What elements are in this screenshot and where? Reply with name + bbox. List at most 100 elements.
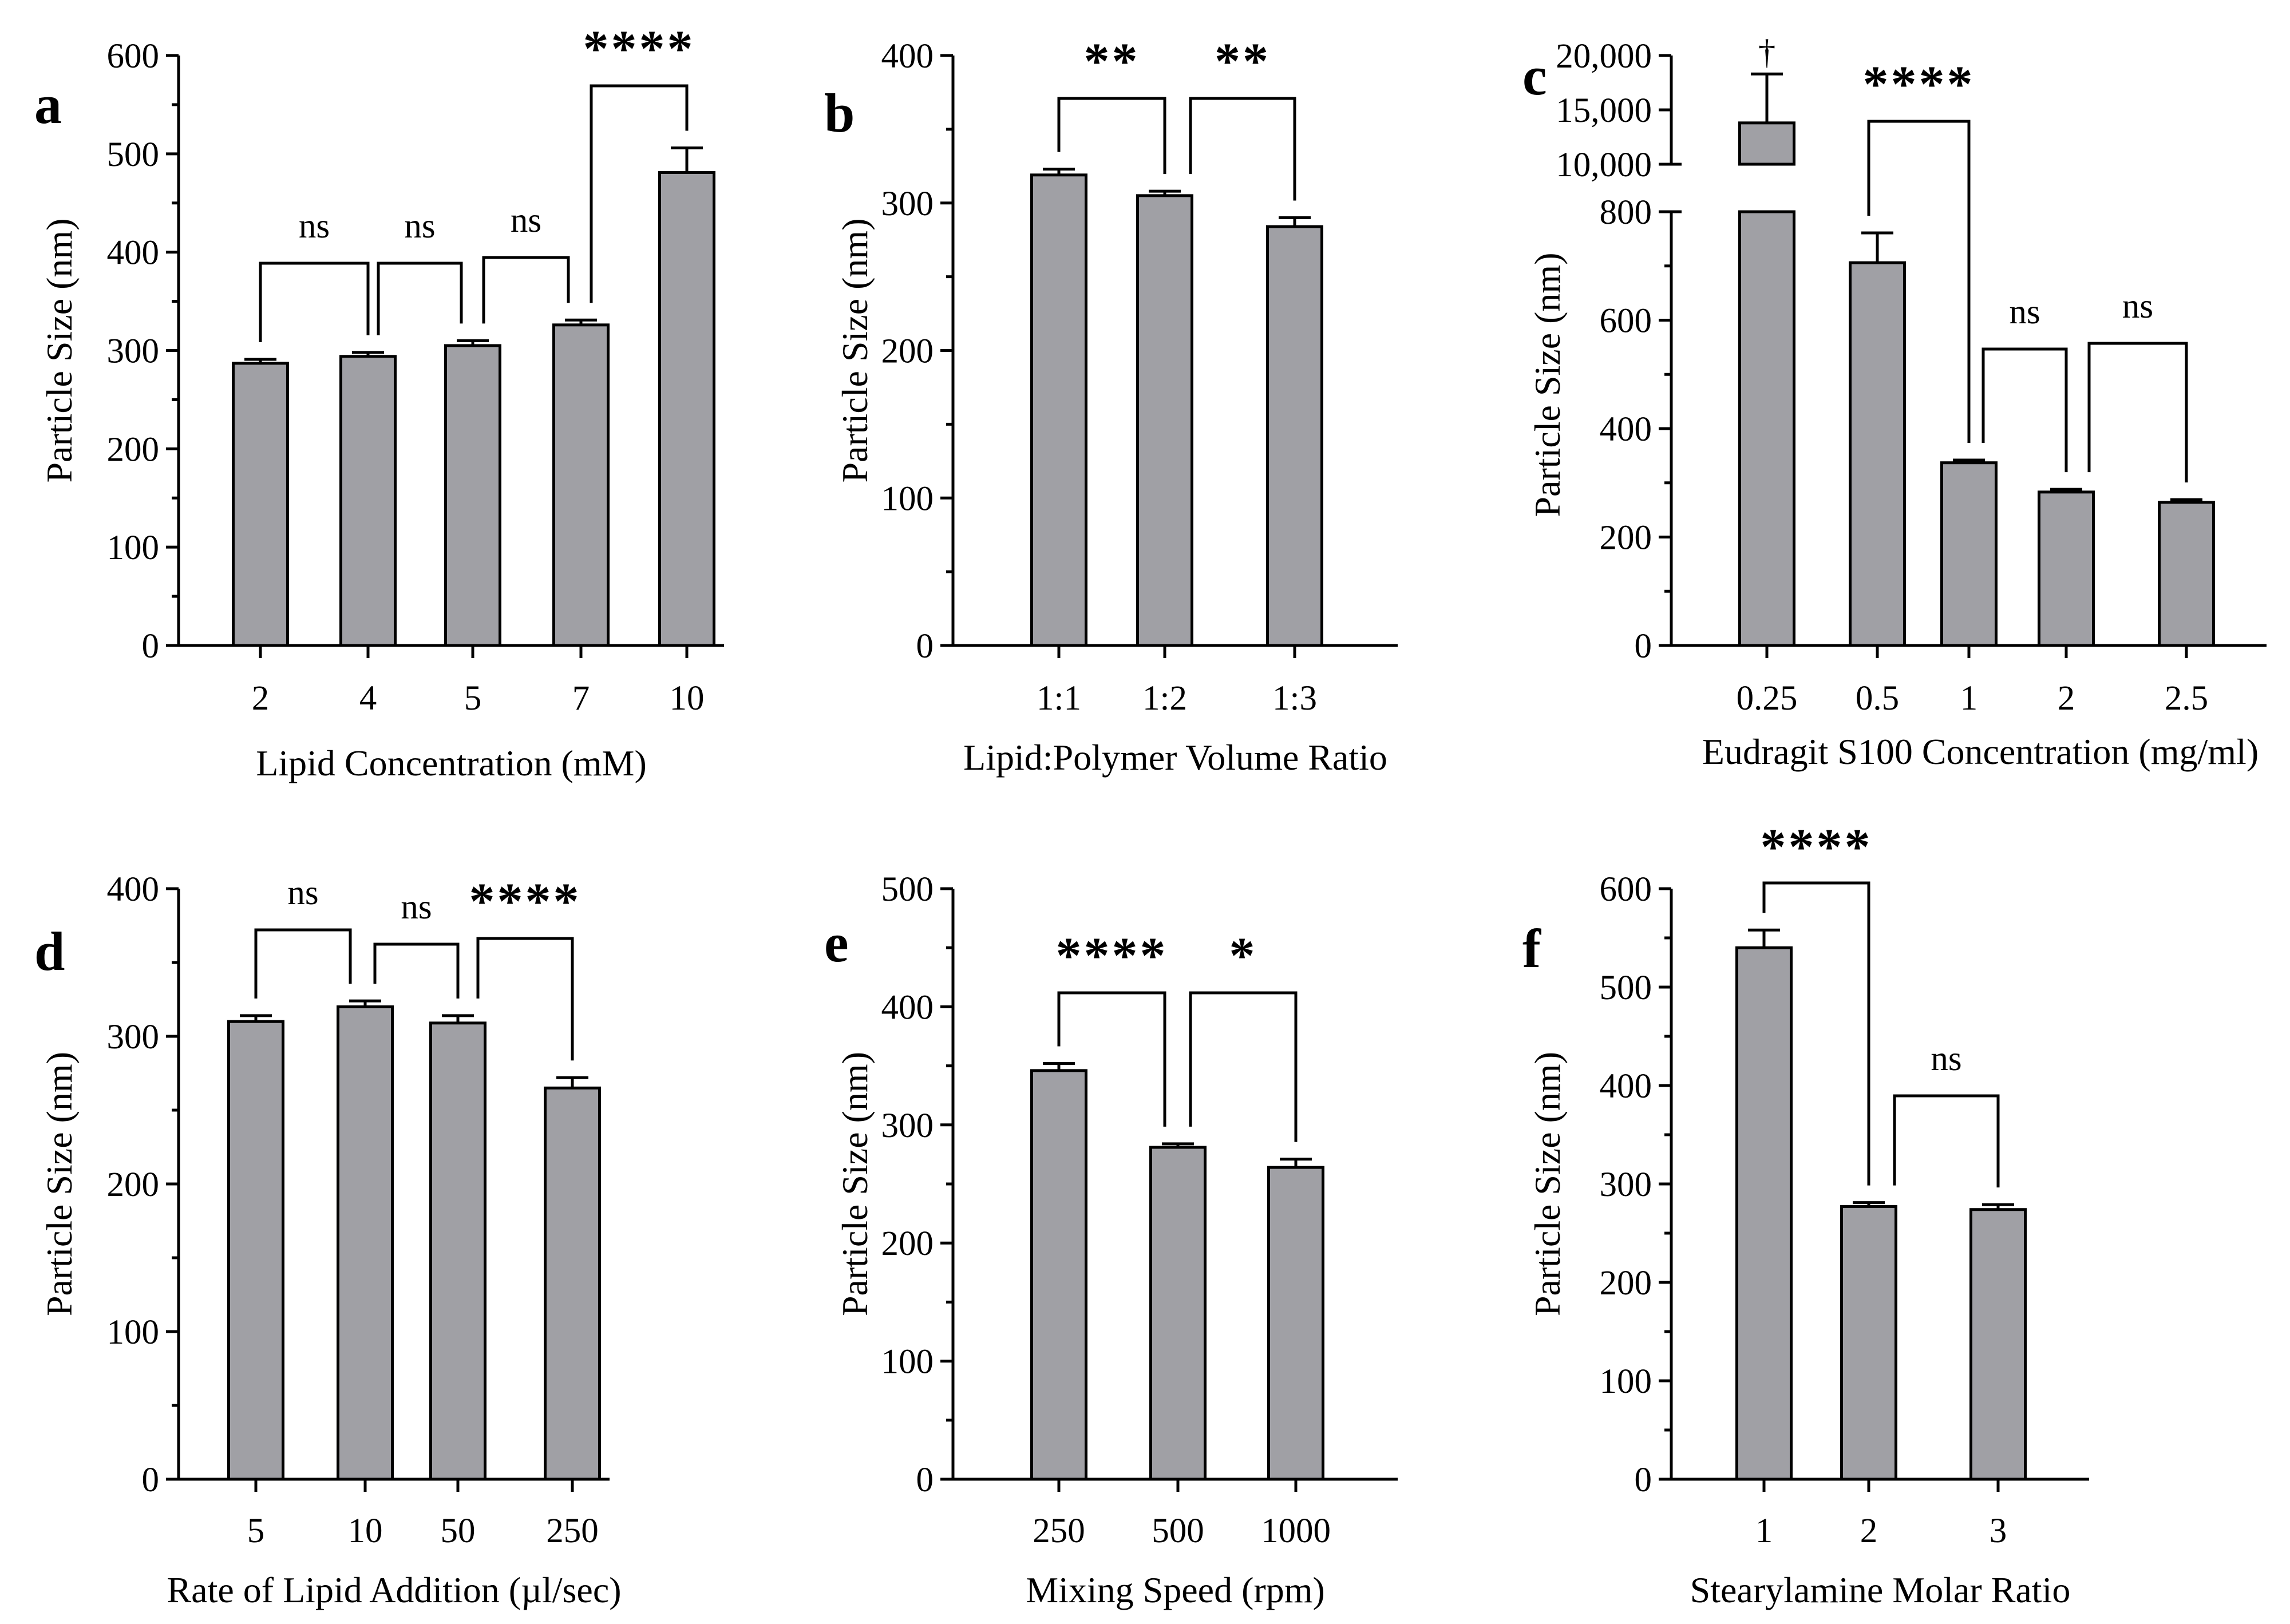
y-tick-label: 10,000: [1556, 146, 1652, 184]
significance-bracket: [259, 262, 370, 342]
y-tick-label: 300: [107, 332, 160, 371]
panel-letter: f: [1522, 918, 1541, 979]
x-axis-title: Rate of Lipid Addition (µl/sec): [167, 1570, 621, 1610]
bar: [658, 171, 715, 647]
significance-bracket: [1893, 1094, 2000, 1188]
y-tick-label: 0: [142, 627, 160, 666]
bar: [2158, 501, 2215, 647]
x-tick-label: 1:2: [1142, 679, 1187, 718]
significance-label: ns: [401, 888, 432, 926]
y-tick-label: 0: [142, 1461, 160, 1499]
x-tick-label: 1: [1755, 1512, 1773, 1550]
significance-label: *: [1229, 928, 1257, 984]
y-tick-label: 400: [1600, 1067, 1652, 1106]
bar: [544, 1086, 601, 1481]
bar: [1266, 225, 1323, 647]
y-tick-label: 500: [107, 136, 160, 174]
significance-bracket: [377, 262, 463, 335]
bar: [552, 323, 610, 647]
x-axis-title: Lipid Concentration (mM): [256, 743, 647, 783]
y-tick-label: 200: [881, 1225, 934, 1263]
y-tick-label: 600: [1600, 302, 1652, 340]
x-tick-label: 10: [348, 1512, 383, 1550]
bar: [337, 1005, 394, 1481]
y-tick-label: 400: [881, 37, 934, 76]
x-tick-label: 1:3: [1272, 679, 1317, 718]
x-tick-label: 1000: [1261, 1512, 1331, 1550]
significance-label: ****: [1761, 819, 1873, 876]
panel-letter: d: [34, 921, 65, 982]
significance-label: ****: [469, 873, 582, 930]
x-tick-label: 2: [2058, 679, 2075, 718]
x-tick-label: 7: [572, 679, 590, 718]
y-tick-label: 600: [107, 37, 160, 76]
y-tick-label: 300: [881, 185, 934, 223]
x-tick-label: 3: [1990, 1512, 2007, 1550]
y-tick-label: 400: [881, 988, 934, 1027]
panel-a: a 0 100 200 300 400 500 600 Particle Size (nm) Li…: [34, 21, 724, 783]
significance-label: ****: [1056, 928, 1168, 984]
significance-bracket: [1189, 991, 1298, 1142]
y-tick-label: 400: [1600, 410, 1652, 449]
y-axis-title: Particle Size (nm): [834, 1052, 875, 1316]
y-tick-label: 400: [107, 870, 160, 909]
y-tick-label: 300: [107, 1018, 160, 1056]
bar: [1136, 194, 1193, 647]
panel-d: d 0 100 200 300 400 Particle Size (nm) Rate of …: [34, 870, 622, 1610]
y-tick-label: 500: [881, 870, 934, 909]
bar: [1149, 1146, 1207, 1481]
bar: [2038, 490, 2095, 647]
significance-label: **: [1215, 33, 1271, 90]
y-tick-label: 300: [881, 1107, 934, 1145]
y-tick-label: 0: [916, 627, 934, 666]
y-tick-label: 200: [107, 1166, 160, 1204]
bar: [1267, 1166, 1324, 1481]
panel-f: f 0 100 200 300 400 500 600 Particle Size (nm) St…: [1522, 819, 2089, 1610]
y-tick-label: 0: [1635, 1461, 1652, 1499]
bar: [339, 355, 397, 647]
bar: [1738, 210, 1795, 647]
x-tick-label: 10: [670, 679, 705, 718]
y-tick-label: 0: [1635, 627, 1652, 666]
y-tick-label: 800: [1600, 193, 1652, 232]
bar: [429, 1021, 487, 1481]
x-tick-label: 250: [546, 1512, 599, 1550]
y-axis-title: Particle Size (nm): [39, 218, 80, 482]
significance-bracket: [1189, 97, 1296, 201]
x-tick-label: 0.5: [1856, 679, 1899, 718]
y-tick-label: 100: [881, 480, 934, 518]
significance-bracket: [1981, 347, 2068, 473]
y-tick-label: 200: [1600, 1264, 1652, 1302]
significance-label: ns: [404, 207, 435, 245]
significance-label: ns: [1931, 1040, 1961, 1078]
significance-label: ****: [583, 21, 695, 77]
panel-letter: a: [34, 74, 62, 135]
x-axis-title: Stearylamine Molar Ratio: [1690, 1570, 2071, 1610]
significance-bracket: [1057, 97, 1166, 175]
y-tick-label: 200: [881, 332, 934, 371]
y-axis-title: Particle Size (nm): [1527, 1052, 1568, 1316]
panel-b: b 0 100 200 300 400 Particle Size (nm) Lipid:Po…: [824, 33, 1398, 778]
significance-label: ns: [511, 201, 541, 240]
bar: [1030, 1069, 1087, 1481]
bar: [1840, 1205, 1897, 1481]
x-tick-label: 4: [359, 679, 377, 718]
significance-label: ns: [2122, 287, 2153, 326]
x-tick-label: 250: [1033, 1512, 1085, 1550]
bar: [1969, 1208, 2027, 1481]
x-axis-title: Eudragit S100 Concentration (mg/ml): [1702, 731, 2259, 772]
y-tick-label: 20,000: [1556, 37, 1652, 76]
y-axis-title: Particle Size (nm): [1527, 252, 1568, 517]
y-tick-label: 0: [916, 1461, 934, 1499]
y-axis-title: Particle Size (nm): [834, 218, 875, 482]
bar: [1849, 261, 1906, 647]
x-tick-label: 5: [464, 679, 482, 718]
bar-annotation: †: [1758, 33, 1776, 72]
bar: [232, 362, 289, 647]
bar: [1940, 461, 1998, 647]
significance-bracket: [1762, 881, 1870, 1186]
y-tick-label: 600: [1600, 870, 1652, 909]
y-tick-label: 100: [881, 1343, 934, 1381]
y-tick-label: 100: [107, 1313, 160, 1352]
significance-label: ****: [1863, 56, 1975, 113]
